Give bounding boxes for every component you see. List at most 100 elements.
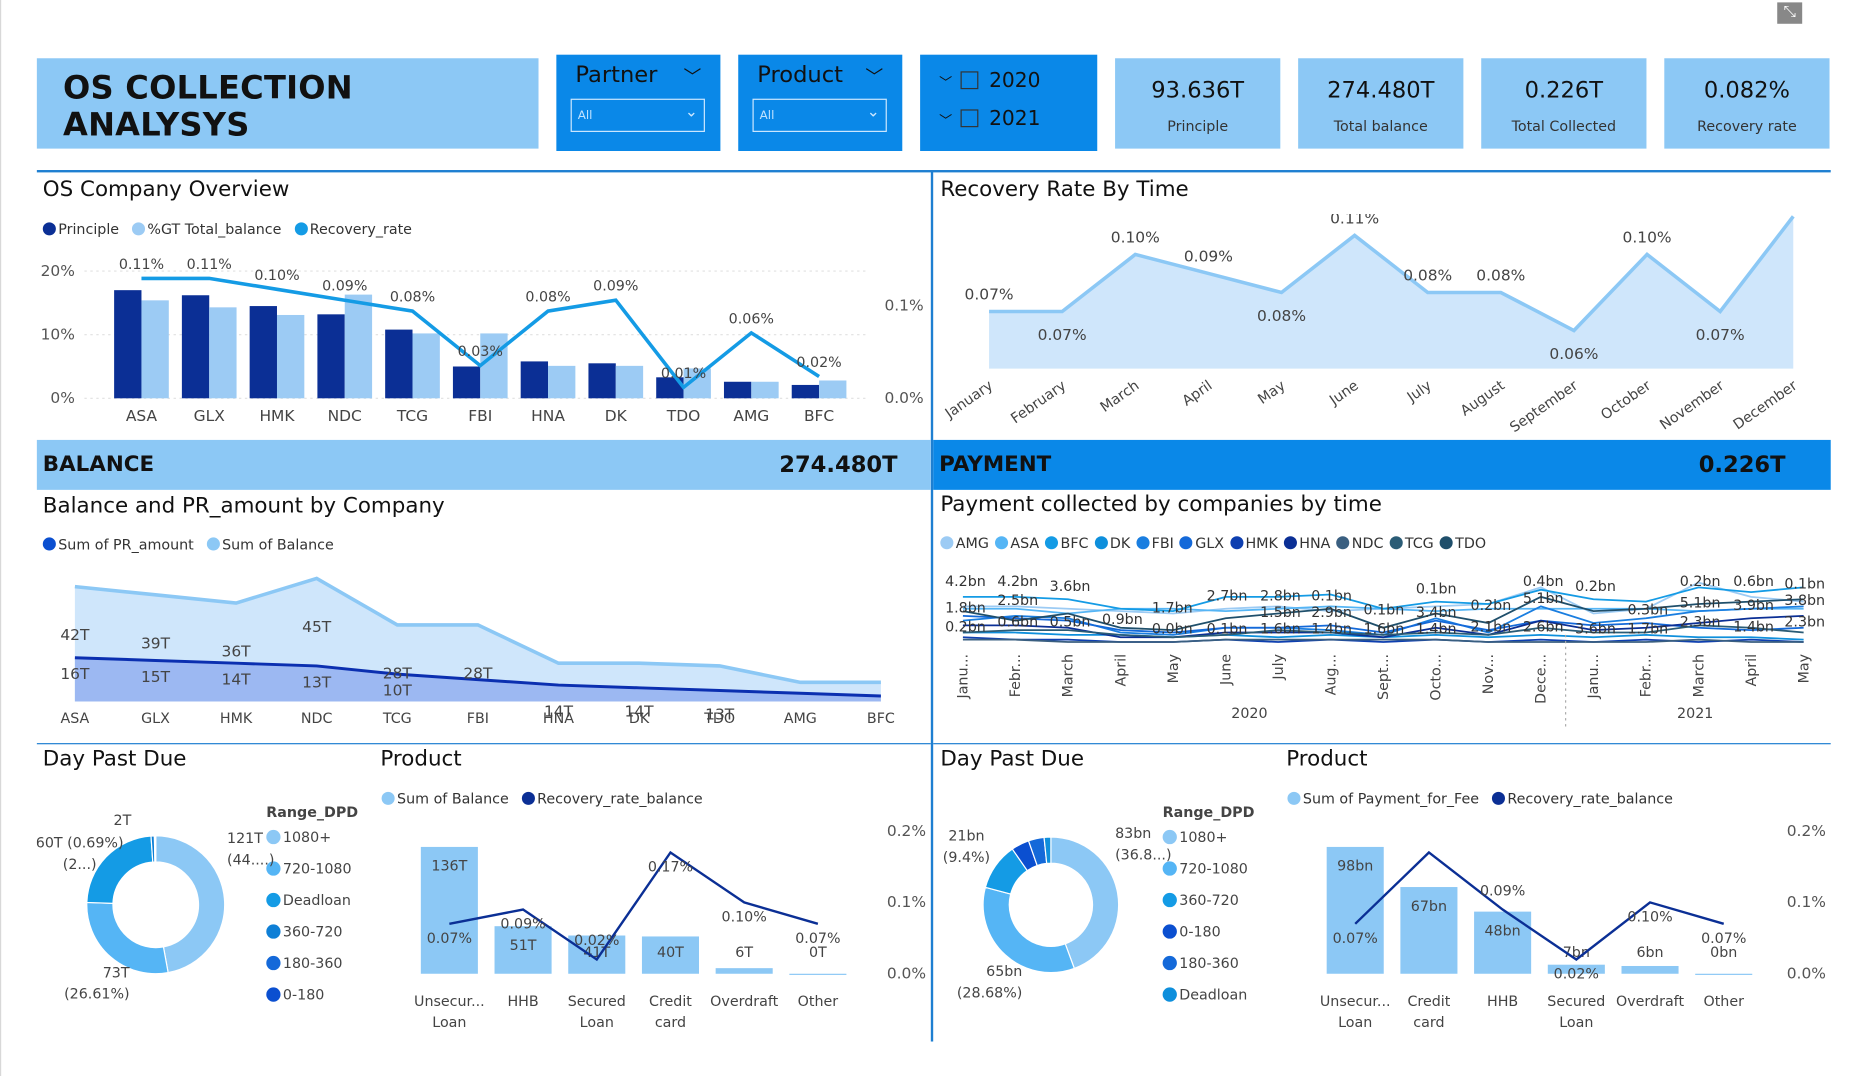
legend-item[interactable]: Recovery_rate [294, 221, 412, 238]
data-label: 0.2bn [1680, 574, 1721, 590]
x-tick-label: NDC [301, 711, 333, 727]
data-label: 2.3bn [1680, 615, 1721, 631]
legend-item[interactable]: Recovery_rate_balance [521, 791, 703, 808]
legend-item[interactable]: DK [1094, 535, 1130, 552]
recovery-rate-line [989, 215, 1795, 333]
legend-item[interactable]: GLX [1179, 535, 1224, 552]
product-payment-chart: Unsecur... Loan 98bn Credit card 67bn HHB 48bn S… [1320, 822, 1826, 1031]
payment-banner-value: 0.226T [1698, 451, 1786, 478]
pr-amount-line [74, 656, 881, 698]
x-tick-label: June [1218, 654, 1234, 686]
payment-banner: PAYMENT 0.226T [933, 439, 1831, 490]
divider [933, 743, 1831, 745]
data-label: (44....) [227, 852, 274, 868]
legend-label: FBI [1151, 535, 1174, 552]
x-tick-label: October [1598, 378, 1654, 424]
legend-label: Deadloan [1179, 987, 1247, 1003]
y2-tick-label: 0.0% [887, 965, 926, 983]
chevron-down-icon[interactable]: ﹀ [865, 66, 884, 88]
recovery-rate-line [1354, 850, 1725, 961]
data-label: 14T [544, 703, 574, 721]
data-label: 0.09% [322, 279, 367, 295]
year-checkbox[interactable] [960, 109, 979, 128]
data-label: 1.7bn [1152, 600, 1193, 616]
x-tick-label: Credit [1407, 994, 1450, 1010]
legend-item[interactable]: HMK [1229, 535, 1278, 552]
bar-gt-total-balance [276, 314, 305, 399]
donut-slice [1050, 836, 1120, 970]
x-tick-label: HMK [220, 711, 253, 727]
data-label: 0bn [1710, 945, 1737, 961]
y2-tick-label: 0.1% [884, 296, 923, 314]
x-tick-label: TCG [396, 407, 428, 425]
bar-principle [588, 363, 616, 399]
product-dropdown[interactable]: All ⌄ [752, 98, 887, 132]
data-label: 0.4bn [1523, 574, 1564, 590]
legend-item[interactable]: Sum of PR_amount [42, 536, 194, 553]
divider [36, 170, 1831, 173]
data-label: 6T [735, 945, 753, 961]
bar-gt-total-balance [141, 300, 169, 399]
legend-item[interactable]: FBI [1136, 535, 1174, 552]
legend-item[interactable]: Sum of Balance [381, 791, 509, 808]
x-tick-label: August [1458, 378, 1508, 420]
legend-label: 0-180 [1179, 924, 1220, 940]
partner-dropdown[interactable]: All ⌄ [570, 98, 705, 132]
year-label: 2021 [1677, 706, 1713, 722]
legend-item[interactable]: TCG [1389, 535, 1434, 552]
y-tick-label: 20% [41, 262, 75, 280]
data-label: 65bn [986, 964, 1022, 980]
data-label: 1.4bn [1416, 622, 1457, 638]
legend-dot [1094, 536, 1108, 550]
year-checkbox[interactable] [960, 71, 979, 90]
year-option-2021[interactable]: ﹀ 2021 [939, 107, 1040, 131]
chevron-down-icon[interactable]: ﹀ [683, 66, 702, 88]
divider [930, 171, 934, 1042]
data-label: 0.10% [1623, 229, 1672, 247]
legend-dot [294, 222, 308, 236]
data-label: 0.09% [1184, 248, 1233, 266]
legend-item[interactable]: NDC [1336, 535, 1383, 552]
legend-item[interactable]: BFC [1045, 535, 1089, 552]
data-label: 2T [114, 813, 132, 829]
data-label: 4.2bn [945, 574, 986, 590]
chart-title-dpd-payment: Day Past Due [940, 746, 1084, 772]
data-label: 0.02% [574, 933, 619, 949]
chart-title-product-balance: Product [380, 746, 462, 772]
focus-mode-icon[interactable]: ⤡ [1777, 2, 1803, 24]
legend-item[interactable]: TDO [1439, 535, 1486, 552]
legend-item[interactable]: HNA [1283, 535, 1330, 552]
product-bar [715, 968, 773, 974]
data-label: 45T [302, 618, 332, 636]
year-option-2020[interactable]: ﹀ 2020 [939, 69, 1040, 93]
legend-item[interactable]: Sum of Balance [206, 536, 334, 553]
legend-item[interactable]: Sum of Payment_for_Fee [1287, 791, 1479, 808]
bar-principle [181, 295, 210, 399]
legend-item[interactable]: Principle [42, 221, 119, 238]
payment-series-line [962, 586, 1804, 613]
legend-item[interactable]: ASA [994, 535, 1040, 552]
legend-dot [1162, 892, 1177, 908]
chevron-down-icon[interactable]: ﹀ [939, 112, 953, 129]
product-bar [1695, 973, 1753, 975]
bar-principle [520, 361, 549, 399]
legend-dot [1179, 536, 1193, 550]
x-tick-label: HHB [507, 994, 538, 1010]
chevron-down-icon[interactable]: ﹀ [939, 74, 953, 91]
data-label: (26.61%) [64, 987, 129, 1003]
partner-slicer[interactable]: Partner ﹀ All ⌄ [556, 54, 721, 151]
data-label: 0.08% [1257, 307, 1306, 325]
legend-label: 1080+ [1179, 830, 1227, 846]
bar-gt-total-balance [548, 365, 576, 399]
dpd-balance-donut: Range_DPD 1080+ 720-1080 Deadloan 360-720 180… [37, 805, 358, 1004]
kpi-card-principle: 93.636T Principle [1115, 58, 1281, 149]
data-label: 42T [60, 626, 90, 644]
data-label: 0.07% [1333, 931, 1378, 947]
bar-gt-total-balance [209, 307, 237, 399]
product-slicer[interactable]: Product ﹀ All ⌄ [738, 54, 903, 151]
partner-slicer-label: Partner [575, 61, 658, 88]
legend-item[interactable]: AMG [940, 535, 989, 552]
legend-item[interactable]: Recovery_rate_balance [1491, 791, 1673, 808]
legend-label: ASA [1010, 535, 1040, 552]
legend-item[interactable]: %GT Total_balance [131, 221, 281, 238]
